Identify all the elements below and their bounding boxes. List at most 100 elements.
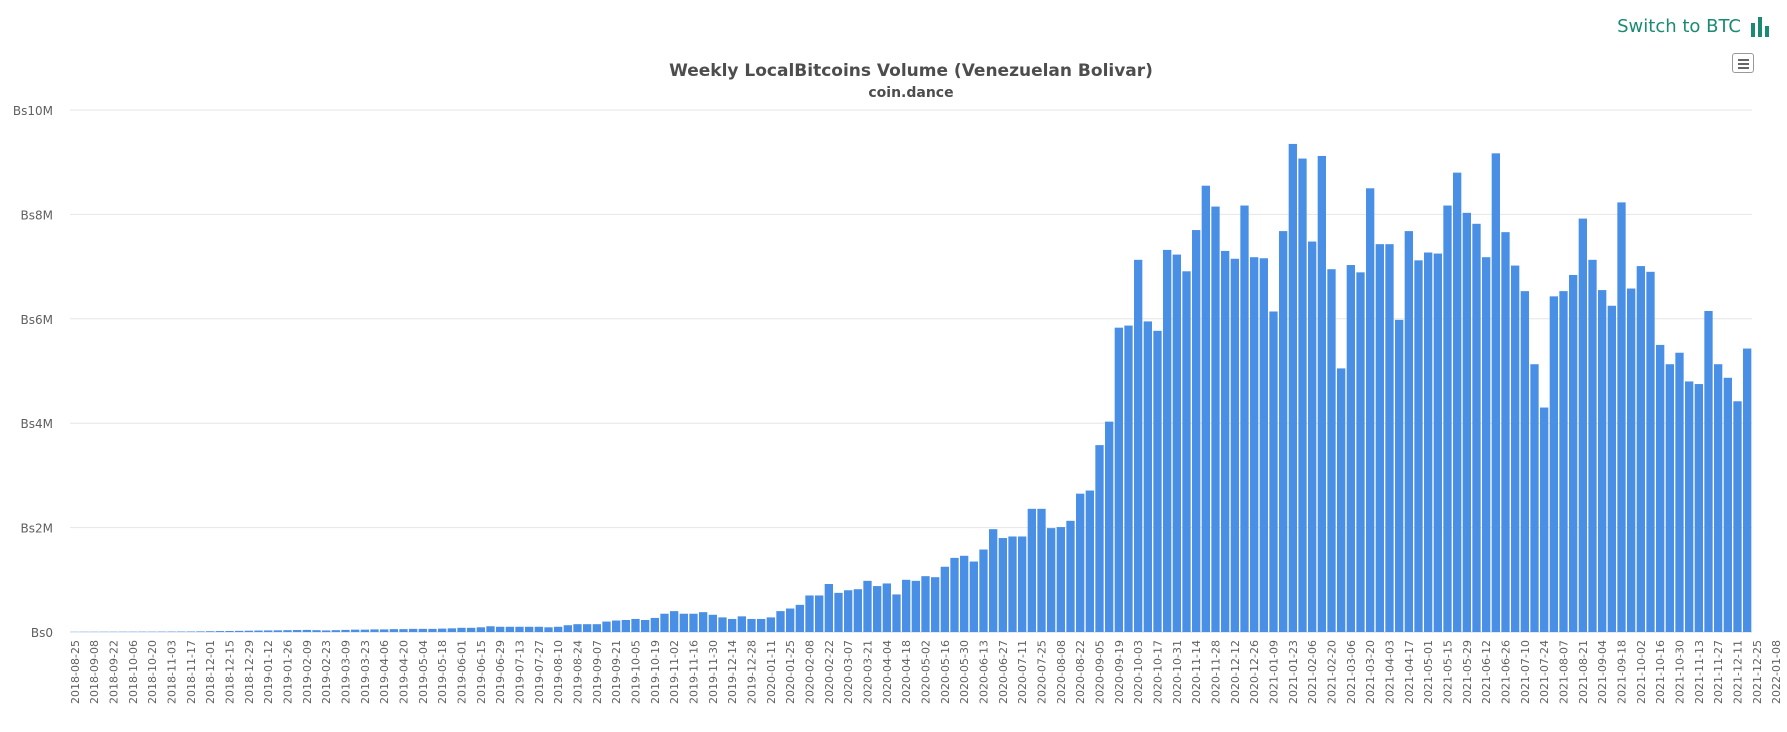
bar[interactable]: 2020-08-01: Bs1,990,000 [1047,528,1056,632]
bar[interactable]: 2021-11-06: Bs4,800,000 [1685,381,1694,632]
bar[interactable]: 2021-10-30: Bs5,350,000 [1675,352,1684,632]
bar[interactable]: 2020-02-01: Bs520,000 [795,604,804,632]
bar[interactable]: 2018-12-08: Bs18,000 [215,631,224,632]
bar[interactable]: 2020-01-18: Bs400,000 [776,611,785,632]
bar[interactable]: 2021-01-09: Bs6,140,000 [1269,311,1278,632]
bar[interactable]: 2020-06-27: Bs1,800,000 [998,538,1007,632]
bar[interactable]: 2021-07-24: Bs4,300,000 [1540,407,1549,632]
bar[interactable]: 2020-04-04: Bs930,000 [882,583,891,632]
bar[interactable]: 2019-03-16: Bs45,000 [351,629,360,632]
bar[interactable]: 2021-06-19: Bs9,170,000 [1491,153,1500,632]
bar[interactable]: 2018-12-15: Bs20,000 [225,630,234,632]
bar[interactable]: 2019-09-14: Bs200,000 [602,621,611,632]
bar[interactable]: 2020-10-31: Bs7,230,000 [1172,254,1181,632]
bar[interactable]: 2019-06-08: Bs80,000 [467,627,476,632]
bar[interactable]: 2019-06-15: Bs90,000 [476,627,485,632]
bar[interactable]: 2021-04-17: Bs7,680,000 [1404,231,1413,632]
bar[interactable]: 2019-11-02: Bs400,000 [670,611,679,632]
bar[interactable]: 2019-09-07: Bs150,000 [592,624,601,632]
bar[interactable]: 2021-10-16: Bs5,500,000 [1656,344,1665,632]
bar[interactable]: 2019-07-20: Bs100,000 [525,626,534,632]
bar[interactable]: 2019-07-27: Bs100,000 [534,626,543,632]
bar[interactable]: 2020-08-15: Bs2,130,000 [1066,520,1075,632]
bar[interactable]: 2019-03-02: Bs35,000 [331,630,340,632]
bar[interactable]: 2021-01-16: Bs7,680,000 [1279,231,1288,632]
bar[interactable]: 2019-08-31: Bs150,000 [583,624,592,632]
bar[interactable]: 2019-10-26: Bs350,000 [660,613,669,632]
bar[interactable]: 2021-03-13: Bs6,890,000 [1356,272,1365,632]
bar[interactable]: 2020-05-09: Bs1,050,000 [931,577,940,632]
bar[interactable]: 2019-04-27: Bs60,000 [409,628,418,632]
bar[interactable]: 2021-04-03: Bs7,430,000 [1385,244,1394,632]
bar[interactable]: 2020-01-11: Bs280,000 [766,617,775,632]
bar[interactable]: 2020-06-06: Bs1,350,000 [969,561,978,632]
bar[interactable]: 2020-11-14: Bs7,700,000 [1192,230,1201,632]
bar[interactable]: 2019-09-28: Bs230,000 [621,619,630,632]
bar[interactable]: 2021-09-11: Bs6,250,000 [1607,305,1616,632]
bar[interactable]: 2019-06-29: Bs100,000 [496,626,505,632]
bar[interactable]: 2019-12-14: Bs250,000 [728,618,737,632]
bar[interactable]: 2021-02-20: Bs6,950,000 [1327,269,1336,632]
bar[interactable]: 2020-12-26: Bs7,180,000 [1250,257,1259,632]
bar[interactable]: 2020-04-11: Bs720,000 [892,594,901,632]
bar[interactable]: 2019-01-26: Bs35,000 [283,630,292,632]
bar[interactable]: 2020-03-07: Bs800,000 [844,590,853,632]
bar[interactable]: 2019-05-04: Bs60,000 [418,628,427,632]
bar[interactable]: 2021-08-07: Bs6,530,000 [1559,291,1568,632]
bar[interactable]: 2020-03-21: Bs980,000 [863,580,872,632]
bar[interactable]: 2020-12-19: Bs8,170,000 [1240,205,1249,632]
bar[interactable]: 2021-07-03: Bs7,020,000 [1511,265,1520,632]
bar[interactable]: 2021-12-04: Bs4,870,000 [1723,377,1732,632]
bar[interactable]: 2019-11-16: Bs350,000 [689,613,698,632]
bar[interactable]: 2020-03-14: Bs820,000 [853,589,862,632]
bar[interactable]: 2021-03-27: Bs7,430,000 [1375,244,1384,632]
bar[interactable]: 2021-05-01: Bs7,270,000 [1424,252,1433,632]
bar[interactable]: 2019-06-22: Bs110,000 [486,626,495,632]
bar[interactable]: 2021-06-12: Bs7,180,000 [1482,257,1491,632]
bar[interactable]: 2020-05-02: Bs1,070,000 [921,576,930,632]
bar[interactable]: 2021-01-23: Bs9,350,000 [1288,143,1297,632]
bar[interactable]: 2021-08-14: Bs6,840,000 [1569,274,1578,632]
bar[interactable]: 2019-10-19: Bs270,000 [650,617,659,632]
bar[interactable]: 2020-07-18: Bs2,360,000 [1027,508,1036,632]
bar[interactable]: 2020-02-15: Bs700,000 [815,595,824,632]
bar[interactable]: 2019-01-12: Bs30,000 [264,630,273,632]
bar[interactable]: 2021-02-06: Bs7,480,000 [1308,241,1317,633]
bar[interactable]: 2019-03-30: Bs50,000 [370,629,379,632]
bar[interactable]: 2018-12-29: Bs25,000 [244,630,253,632]
bar[interactable]: 2020-10-10: Bs5,950,000 [1143,321,1152,632]
bar[interactable]: 2021-05-15: Bs8,170,000 [1443,205,1452,632]
bar[interactable]: 2020-08-29: Bs2,710,000 [1085,490,1094,632]
bar[interactable]: 2019-05-18: Bs65,000 [438,628,447,632]
bar[interactable]: 2018-12-01: Bs15,000 [206,631,215,632]
bar[interactable]: 2021-09-25: Bs6,580,000 [1627,288,1636,632]
bar[interactable]: 2020-04-25: Bs980,000 [911,580,920,632]
bar[interactable]: 2020-10-03: Bs7,130,000 [1134,259,1143,632]
bar[interactable]: 2019-11-30: Bs330,000 [708,614,717,632]
bar[interactable]: 2021-07-31: Bs6,430,000 [1549,296,1558,632]
bar[interactable]: 2019-05-11: Bs60,000 [428,628,437,632]
bar[interactable]: 2020-05-23: Bs1,420,000 [950,557,959,632]
bar[interactable]: 2021-01-30: Bs9,070,000 [1298,158,1307,633]
bar[interactable]: 2021-06-05: Bs7,820,000 [1472,223,1481,633]
bar[interactable]: 2020-11-21: Bs8,550,000 [1201,185,1210,632]
bar[interactable]: 2018-11-24: Bs12,000 [196,631,205,632]
bar[interactable]: 2021-07-10: Bs6,530,000 [1520,291,1529,632]
bar[interactable]: 2020-11-28: Bs8,150,000 [1211,206,1220,632]
bar[interactable]: 2021-02-27: Bs5,050,000 [1337,368,1346,632]
bar[interactable]: 2019-12-07: Bs280,000 [718,617,727,632]
bar[interactable]: 2020-10-17: Bs5,770,000 [1153,330,1162,632]
bar[interactable]: 2019-05-25: Bs70,000 [447,628,456,632]
bar[interactable]: 2019-07-13: Bs100,000 [515,626,524,632]
bar[interactable]: 2020-01-04: Bs250,000 [757,618,766,632]
bar[interactable]: 2019-11-23: Bs380,000 [699,612,708,632]
bar[interactable]: 2021-11-27: Bs5,130,000 [1714,364,1723,632]
bar[interactable]: 2019-03-23: Bs45,000 [360,629,369,632]
bar[interactable]: 2021-04-24: Bs7,120,000 [1414,260,1423,632]
bar[interactable]: 2021-09-04: Bs6,550,000 [1598,290,1607,632]
bar[interactable]: 2019-04-13: Bs55,000 [389,629,398,632]
bar[interactable]: 2019-08-17: Bs130,000 [563,625,572,632]
bar[interactable]: 2021-05-08: Bs7,250,000 [1433,253,1442,633]
bar[interactable]: 2018-11-17: Bs10,000 [186,631,195,632]
bar[interactable]: 2021-01-02: Bs7,160,000 [1259,258,1268,632]
